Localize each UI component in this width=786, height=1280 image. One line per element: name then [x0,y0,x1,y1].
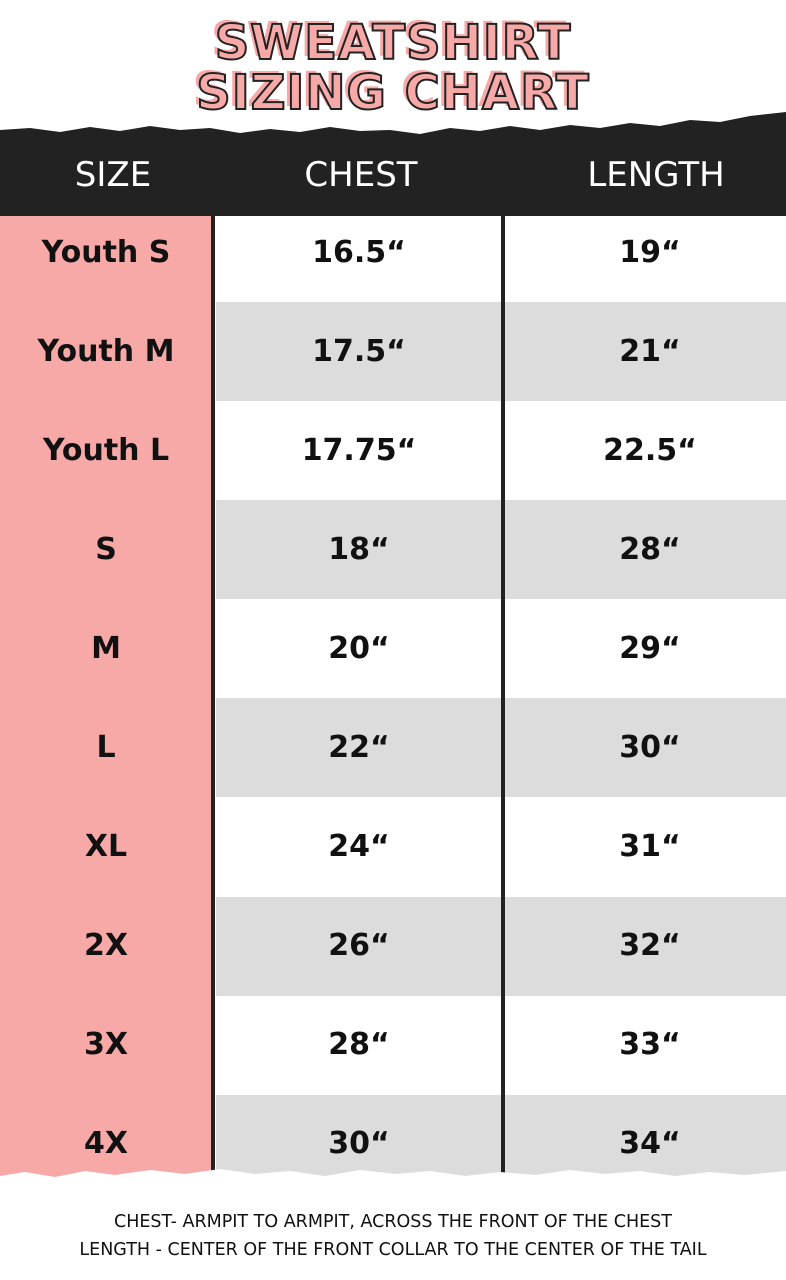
torn-edge-bottom [0,1169,786,1202]
cell-size: M [91,630,121,666]
cell-size: 3X [83,1027,128,1063]
cell-chest: 18“ [328,531,390,567]
cell-size: Youth L [42,432,170,468]
note-chest: CHEST- ARMPIT TO ARMPIT, ACROSS THE FRON… [113,1212,672,1232]
cell-chest: 24“ [328,829,390,865]
cell-size: 2X [83,928,128,964]
table-header [0,140,786,216]
column-divider [211,216,215,1190]
cell-length: 32“ [619,928,681,964]
cell-chest: 30“ [328,1126,390,1162]
cell-length: 28“ [619,531,681,567]
cell-chest: 26“ [328,928,390,964]
cell-chest: 17.5“ [312,333,406,369]
cell-length: 34“ [619,1126,681,1162]
title-line-1: SWEATSHIRT [214,15,572,71]
cell-length: 21“ [619,333,681,369]
torn-edge-top [0,112,786,144]
cell-chest: 16.5“ [312,235,406,270]
cell-chest: 17.75“ [301,432,417,468]
cell-length: 30“ [619,729,681,765]
cell-size: S [95,531,117,567]
cell-length: 31“ [619,829,681,865]
header-chest: CHEST [304,155,418,195]
header-size: SIZE [74,155,152,195]
cell-length: 33“ [619,1027,681,1063]
cell-chest: 28“ [328,1027,390,1063]
cell-chest: 22“ [328,729,390,765]
column-divider [501,216,505,1190]
cell-chest: 20“ [328,630,390,666]
cell-size: Youth M [37,333,175,369]
cell-size: Youth S [41,235,171,270]
cell-size: XL [84,829,128,865]
cell-length: 19“ [619,235,681,270]
title-line-2: SIZING CHART [195,65,590,121]
header-length: LENGTH [587,155,725,195]
cell-size: 4X [83,1126,128,1162]
size-column [0,216,212,1186]
cell-length: 22.5“ [603,432,697,468]
cell-length: 29“ [619,630,681,666]
cell-size: L [96,729,116,765]
note-length: LENGTH - CENTER OF THE FRONT COLLAR TO T… [79,1240,707,1260]
